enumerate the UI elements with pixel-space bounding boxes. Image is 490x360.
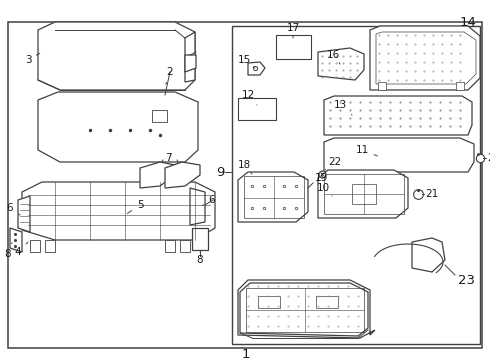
Polygon shape: [248, 62, 265, 75]
Text: 17: 17: [286, 23, 299, 38]
Text: 8: 8: [5, 243, 12, 259]
Text: 7: 7: [165, 153, 172, 163]
Text: 3: 3: [24, 53, 40, 65]
Polygon shape: [238, 172, 308, 222]
Text: 16: 16: [326, 50, 340, 64]
Polygon shape: [140, 162, 175, 188]
Polygon shape: [185, 55, 196, 72]
Polygon shape: [180, 240, 190, 252]
Polygon shape: [376, 32, 476, 84]
Polygon shape: [240, 283, 368, 336]
Text: 6: 6: [7, 203, 20, 215]
Bar: [152, 110, 167, 122]
Text: 5: 5: [127, 200, 143, 213]
Polygon shape: [38, 22, 195, 90]
Bar: [246, 288, 364, 332]
Text: 21: 21: [425, 189, 438, 199]
Polygon shape: [192, 228, 208, 250]
Polygon shape: [318, 170, 408, 218]
Polygon shape: [324, 96, 472, 135]
Text: 11: 11: [355, 145, 377, 156]
Polygon shape: [22, 182, 215, 240]
Polygon shape: [45, 240, 55, 252]
Polygon shape: [370, 26, 480, 90]
Text: 20: 20: [487, 153, 490, 163]
Text: 23: 23: [458, 274, 475, 287]
Text: 4: 4: [15, 242, 28, 257]
Text: 10: 10: [317, 183, 332, 196]
Polygon shape: [258, 296, 280, 308]
Polygon shape: [456, 82, 464, 90]
Polygon shape: [38, 92, 198, 162]
Bar: [244, 176, 304, 218]
Polygon shape: [324, 138, 474, 172]
Bar: [232, 26, 480, 344]
Text: 15: 15: [237, 55, 255, 68]
Text: 9: 9: [216, 166, 224, 179]
Polygon shape: [316, 296, 338, 308]
Polygon shape: [30, 240, 40, 252]
Text: 19: 19: [315, 173, 328, 183]
Polygon shape: [238, 280, 375, 338]
Polygon shape: [190, 188, 205, 225]
Bar: [276, 35, 311, 59]
Text: 1: 1: [242, 348, 250, 360]
Text: 14: 14: [459, 17, 476, 30]
Text: 6: 6: [202, 195, 215, 206]
Text: 13: 13: [333, 100, 352, 115]
Polygon shape: [352, 184, 376, 204]
Polygon shape: [10, 228, 22, 252]
Bar: [324, 174, 404, 214]
Text: 8: 8: [196, 252, 203, 265]
Text: 2: 2: [166, 67, 173, 84]
Polygon shape: [185, 32, 195, 82]
Text: 18: 18: [237, 160, 252, 174]
Polygon shape: [378, 82, 386, 90]
Polygon shape: [412, 238, 445, 272]
Polygon shape: [165, 162, 200, 188]
Text: 22: 22: [325, 157, 342, 170]
Polygon shape: [165, 240, 175, 252]
Text: 12: 12: [242, 90, 257, 105]
Polygon shape: [318, 48, 364, 80]
Bar: [238, 98, 276, 120]
Polygon shape: [18, 196, 30, 232]
